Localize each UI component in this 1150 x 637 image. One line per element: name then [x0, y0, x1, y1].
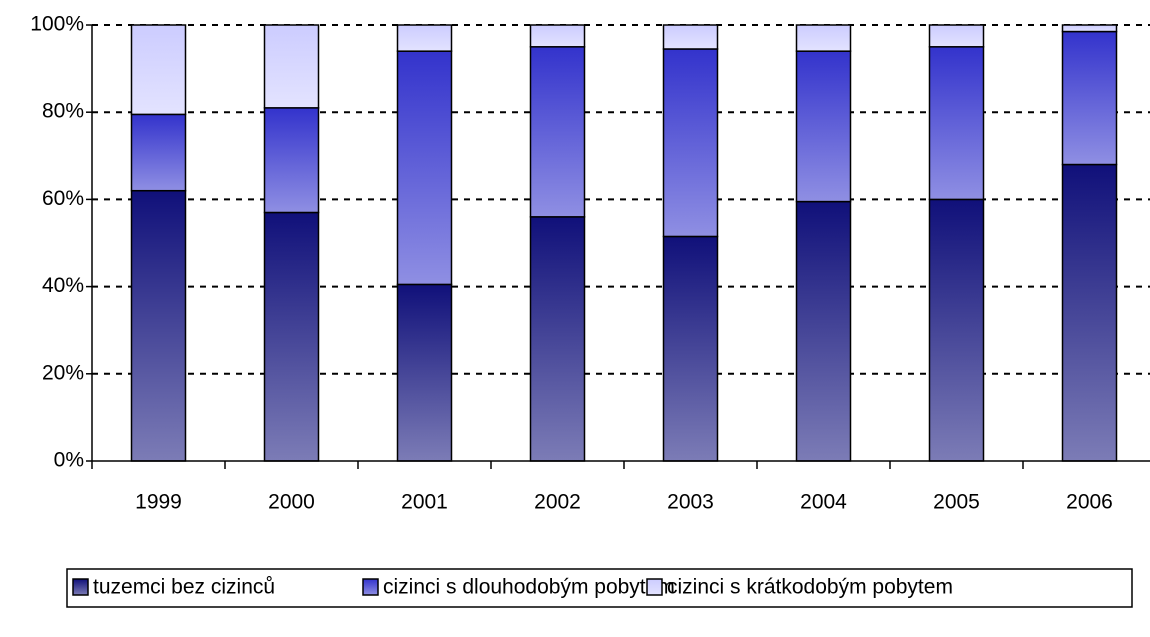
bar-segment [928, 24, 985, 48]
legend-swatch [72, 578, 89, 596]
bar-segment [130, 24, 187, 116]
x-tick-label: 2002 [534, 491, 581, 514]
bar-segment [1061, 163, 1118, 462]
bar-segment [529, 24, 586, 48]
bar-segment [928, 198, 985, 462]
legend-label: cizinci s dlouhodobým pobytem [383, 576, 675, 599]
bar-segment [662, 235, 719, 462]
y-tick-label: 100% [30, 13, 84, 36]
bar-segment [130, 189, 187, 462]
bar-segment [396, 24, 453, 52]
x-tick-label: 2003 [667, 491, 714, 514]
bar-segment [662, 48, 719, 238]
x-tick-label: 2001 [401, 491, 448, 514]
bar-segment [396, 50, 453, 286]
y-tick-label: 80% [42, 100, 84, 123]
bar-segment [662, 24, 719, 50]
x-tick-label: 1999 [135, 491, 182, 514]
bar-segment [396, 283, 453, 462]
legend-label: tuzemci bez cizinců [93, 576, 275, 599]
legend-box [66, 568, 1133, 608]
bar-segment [795, 50, 852, 203]
bar-segment [263, 211, 320, 462]
x-tick-label: 2006 [1066, 491, 1113, 514]
legend-label: cizinci s krátkodobým pobytem [667, 576, 953, 599]
x-tick-label: 2005 [933, 491, 980, 514]
y-tick-label: 0% [54, 449, 84, 472]
y-tick-label: 20% [42, 361, 84, 384]
y-tick-label: 60% [42, 187, 84, 210]
bar-segment [263, 107, 320, 214]
x-tick-label: 2004 [800, 491, 847, 514]
bar-segment [529, 46, 586, 218]
bar-segment [928, 46, 985, 201]
y-tick-label: 40% [42, 274, 84, 297]
bar-segment [263, 24, 320, 109]
bar-segment [795, 24, 852, 52]
bar-segment [529, 216, 586, 462]
x-tick-label: 2000 [268, 491, 315, 514]
legend-swatch [646, 578, 663, 596]
legend-swatch [362, 578, 379, 596]
bar-segment [1061, 24, 1118, 33]
bar-segment [795, 200, 852, 462]
bar-segment [130, 113, 187, 192]
bar-segment [1061, 30, 1118, 166]
